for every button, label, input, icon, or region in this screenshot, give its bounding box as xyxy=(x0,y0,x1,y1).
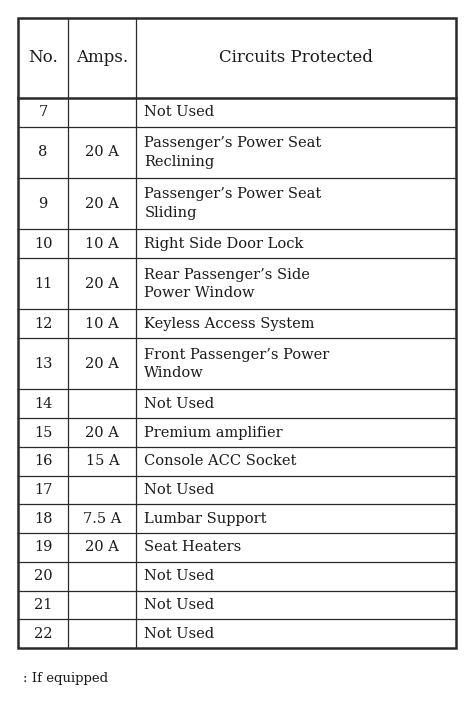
Text: 10 A: 10 A xyxy=(85,237,119,251)
Text: 17: 17 xyxy=(34,483,52,497)
Text: 10: 10 xyxy=(34,237,53,251)
Text: : If equipped: : If equipped xyxy=(23,672,108,685)
Text: 16: 16 xyxy=(34,455,53,468)
Text: Front Passenger’s Power
Window: Front Passenger’s Power Window xyxy=(144,348,329,380)
Text: Seat Heaters: Seat Heaters xyxy=(144,541,242,554)
Text: 20 A: 20 A xyxy=(85,146,119,159)
Text: 11: 11 xyxy=(34,277,52,290)
Text: Not Used: Not Used xyxy=(144,105,214,119)
Text: Not Used: Not Used xyxy=(144,569,214,583)
Text: Circuits Protected: Circuits Protected xyxy=(219,49,373,67)
Text: 18: 18 xyxy=(34,512,53,526)
Text: Amps.: Amps. xyxy=(76,49,128,67)
Text: Premium amplifier: Premium amplifier xyxy=(144,425,283,440)
Text: Not Used: Not Used xyxy=(144,598,214,612)
Text: 10 A: 10 A xyxy=(85,317,119,331)
Text: 7.5 A: 7.5 A xyxy=(83,512,121,526)
Text: 21: 21 xyxy=(34,598,52,612)
Text: Not Used: Not Used xyxy=(144,483,214,497)
Text: Keyless Access System: Keyless Access System xyxy=(144,317,315,331)
Text: Console ACC Socket: Console ACC Socket xyxy=(144,455,297,468)
Bar xyxy=(18,18,456,648)
Text: Passenger’s Power Seat
Reclining: Passenger’s Power Seat Reclining xyxy=(144,136,321,168)
Text: 20: 20 xyxy=(34,569,53,583)
Text: 15: 15 xyxy=(34,425,52,440)
Text: 13: 13 xyxy=(34,357,53,371)
Text: 12: 12 xyxy=(34,317,52,331)
Text: Right Side Door Lock: Right Side Door Lock xyxy=(144,237,304,251)
Text: 20 A: 20 A xyxy=(85,357,119,371)
Text: Not Used: Not Used xyxy=(144,627,214,640)
Text: Rear Passenger’s Side
Power Window: Rear Passenger’s Side Power Window xyxy=(144,267,310,300)
Text: No.: No. xyxy=(28,49,58,67)
Text: 20 A: 20 A xyxy=(85,425,119,440)
Text: 19: 19 xyxy=(34,541,52,554)
Text: 15 A: 15 A xyxy=(85,455,119,468)
Text: 20 A: 20 A xyxy=(85,541,119,554)
Text: 7: 7 xyxy=(38,105,48,119)
Text: 20 A: 20 A xyxy=(85,277,119,290)
Text: 14: 14 xyxy=(34,397,52,411)
Text: 9: 9 xyxy=(38,196,48,211)
Text: Lumbar Support: Lumbar Support xyxy=(144,512,267,526)
Text: Passenger’s Power Seat
Sliding: Passenger’s Power Seat Sliding xyxy=(144,187,321,220)
Text: 20 A: 20 A xyxy=(85,196,119,211)
Text: 8: 8 xyxy=(38,146,48,159)
Text: 22: 22 xyxy=(34,627,53,640)
Text: Not Used: Not Used xyxy=(144,397,214,411)
